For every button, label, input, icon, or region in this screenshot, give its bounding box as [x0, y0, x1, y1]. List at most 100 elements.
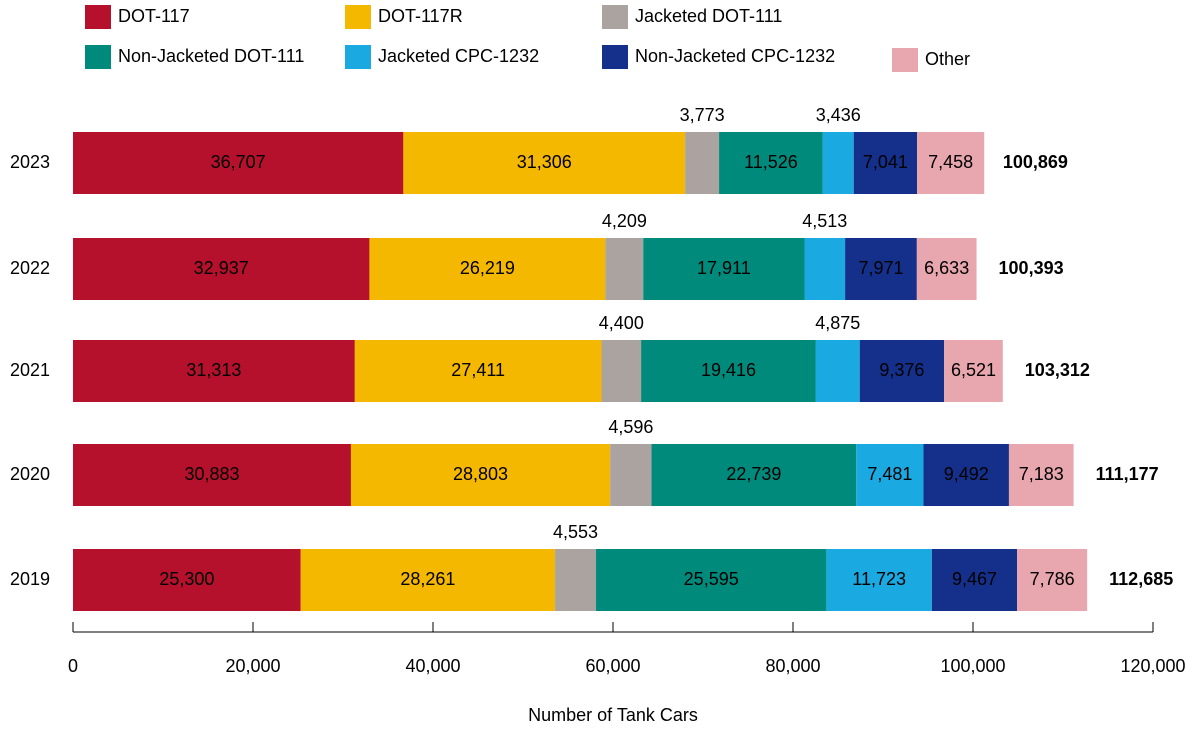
- bar-segment: [826, 549, 932, 611]
- bar-segment: [300, 549, 556, 611]
- total-label: 100,869: [1003, 152, 1068, 172]
- legend-swatch: [602, 45, 628, 69]
- data-label: 6,633: [924, 258, 969, 278]
- data-label: 28,803: [453, 464, 508, 484]
- data-label: 4,513: [802, 211, 847, 231]
- data-label: 6,521: [951, 360, 996, 380]
- bar-segment: [73, 238, 370, 300]
- x-tick-label: 120,000: [1120, 656, 1185, 676]
- bar-segment: [610, 444, 652, 506]
- legend-swatch: [345, 5, 371, 29]
- data-label: 26,219: [460, 258, 515, 278]
- data-label: 4,209: [602, 211, 647, 231]
- total-label: 112,685: [1109, 569, 1173, 589]
- bar-segment: [73, 132, 404, 194]
- x-tick-label: 60,000: [585, 656, 640, 676]
- data-label: 4,596: [608, 417, 653, 437]
- legend-swatch: [85, 45, 111, 69]
- bar-segment: [923, 444, 1009, 506]
- bar-segment: [73, 549, 301, 611]
- bar-segment: [685, 132, 720, 194]
- data-label: 7,041: [863, 152, 908, 172]
- bar-segment: [931, 549, 1018, 611]
- bar-segment: [856, 444, 924, 506]
- legend-swatch: [602, 5, 628, 29]
- bar-segment: [643, 238, 805, 300]
- bar-segment: [719, 132, 823, 194]
- data-label: 31,313: [186, 360, 241, 380]
- bar-segment: [73, 444, 351, 506]
- data-label: 31,306: [517, 152, 572, 172]
- bar-segment: [605, 238, 644, 300]
- bar-segment: [555, 549, 597, 611]
- bar-segment: [853, 132, 918, 194]
- bar-segment: [369, 238, 606, 300]
- y-tick-label: 2021: [10, 360, 50, 380]
- bar-segment: [916, 238, 977, 300]
- data-label: 30,883: [184, 464, 239, 484]
- bar-segment: [1008, 444, 1074, 506]
- data-label: 3,773: [680, 105, 725, 125]
- bar-segment: [845, 238, 917, 300]
- x-axis-label: Number of Tank Cars: [528, 705, 698, 725]
- legend-swatch: [892, 48, 918, 72]
- total-label: 100,393: [999, 258, 1064, 278]
- y-tick-label: 2023: [10, 152, 50, 172]
- x-tick-label: 80,000: [765, 656, 820, 676]
- legend-swatch: [345, 45, 371, 69]
- bar-segment: [822, 132, 854, 194]
- data-label: 7,183: [1019, 464, 1064, 484]
- legend-swatch: [85, 5, 111, 29]
- y-tick-label: 2020: [10, 464, 50, 484]
- data-label: 4,875: [815, 313, 860, 333]
- data-label: 36,707: [211, 152, 266, 172]
- legend-label: Non-Jacketed CPC-1232: [635, 46, 835, 66]
- data-label: 28,261: [400, 569, 455, 589]
- legend-label: Jacketed CPC-1232: [378, 46, 539, 66]
- legend-label: Non-Jacketed DOT-111: [118, 46, 304, 66]
- bar-segment: [815, 340, 860, 402]
- bar-segment: [944, 340, 1003, 402]
- bar-segment: [859, 340, 945, 402]
- x-tick-label: 40,000: [405, 656, 460, 676]
- data-label: 32,937: [194, 258, 249, 278]
- bar-segment: [596, 549, 827, 611]
- data-label: 27,411: [451, 360, 505, 380]
- bar-segment: [651, 444, 857, 506]
- x-tick-label: 100,000: [940, 656, 1005, 676]
- total-label: 111,177: [1096, 464, 1159, 484]
- bar-segment: [641, 340, 816, 402]
- bar-segment: [917, 132, 985, 194]
- data-label: 9,376: [879, 360, 924, 380]
- legend-label: DOT-117R: [378, 6, 463, 26]
- data-label: 3,436: [816, 105, 861, 125]
- data-label: 11,723: [852, 569, 906, 589]
- bar-segment: [403, 132, 686, 194]
- data-label: 7,458: [928, 152, 973, 172]
- data-label: 9,492: [944, 464, 989, 484]
- legend-label: Other: [925, 49, 970, 69]
- legend-label: Jacketed DOT-111: [635, 6, 782, 26]
- bar-segment: [1017, 549, 1088, 611]
- data-label: 11,526: [744, 152, 798, 172]
- bar-segment: [601, 340, 642, 402]
- y-tick-label: 2019: [10, 569, 50, 589]
- data-label: 7,481: [867, 464, 912, 484]
- legend-label: DOT-117: [118, 6, 190, 26]
- total-label: 103,312: [1025, 360, 1090, 380]
- data-label: 9,467: [952, 569, 997, 589]
- x-tick-label: 0: [68, 656, 78, 676]
- data-label: 4,553: [553, 522, 598, 542]
- y-tick-label: 2022: [10, 258, 50, 278]
- x-tick-label: 20,000: [225, 656, 280, 676]
- data-label: 25,595: [684, 569, 739, 589]
- bar-segment: [73, 340, 355, 402]
- data-label: 22,739: [726, 464, 781, 484]
- bar-segment: [350, 444, 611, 506]
- bar-segment: [354, 340, 602, 402]
- bar-segment: [804, 238, 846, 300]
- data-label: 7,971: [858, 258, 903, 278]
- data-label: 17,911: [697, 258, 751, 278]
- data-label: 25,300: [159, 569, 214, 589]
